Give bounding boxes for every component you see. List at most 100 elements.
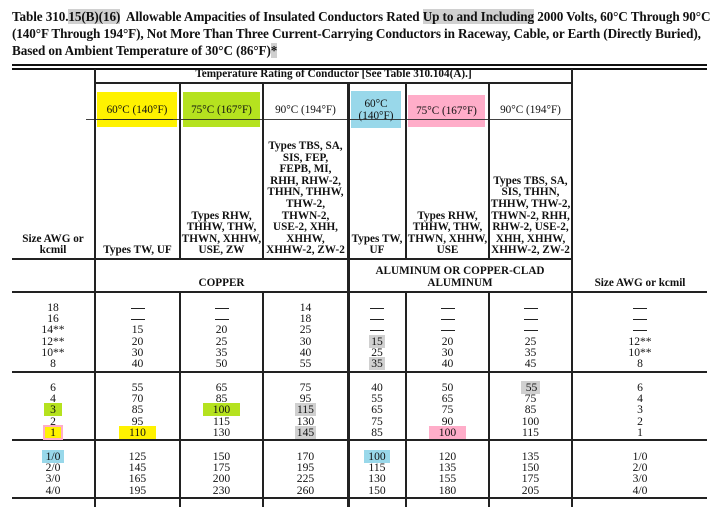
col-divider: [179, 291, 181, 507]
cell: 90: [441, 414, 454, 428]
cell-text: 35: [369, 356, 385, 370]
row-divider: [94, 82, 573, 84]
cell-text: 15: [369, 334, 385, 348]
g2-cu90: 75 95 115 130 145: [264, 381, 347, 439]
cell: 150: [212, 450, 231, 463]
cell: 25: [215, 334, 228, 348]
cell: 1: [12, 424, 94, 440]
cell: [490, 302, 571, 313]
type-line: THWN-2, RHH,: [491, 209, 570, 222]
g1-size: 18 16 14** 12** 10** 8: [12, 301, 94, 370]
cell: 130: [296, 414, 315, 428]
cell: 75: [371, 414, 383, 428]
cell: 4: [637, 392, 643, 406]
cell: 55: [131, 381, 144, 394]
size-header-right: Size AWG or kcmil: [594, 277, 686, 289]
cell: 100: [349, 450, 405, 463]
temp-label: 60°C: [364, 97, 388, 110]
cell: 115: [264, 403, 347, 417]
row-divider: [12, 439, 707, 441]
cell: 25: [371, 345, 383, 359]
cell: 75: [299, 381, 312, 394]
type-line: USE, ZW: [198, 244, 245, 257]
type-line: Types RHW,: [191, 209, 252, 222]
type-line: Types RHW,: [417, 209, 478, 222]
cell: 205: [521, 483, 540, 497]
cell: [96, 302, 179, 313]
cell: 20: [215, 323, 228, 337]
title-highlight-up-to: Up to and Including: [422, 9, 535, 24]
types-cu-60: Types TW, UF: [96, 128, 179, 257]
cell: 1/0: [12, 450, 94, 463]
aluminum-header: ALUMINUM OR COPPER-CLAD ALUMINUM: [349, 265, 571, 289]
g3-cu60: 125 145 165 195: [96, 451, 179, 496]
cell: 12**: [12, 335, 94, 347]
type-line: Types TW,: [351, 232, 403, 245]
row-divider: [12, 291, 707, 293]
cell: [96, 313, 179, 324]
cell: [407, 302, 488, 313]
cell: 100: [521, 414, 540, 428]
g1-al75: 20 30 40: [407, 302, 488, 369]
cell: 130: [212, 425, 231, 439]
cell: 165: [128, 472, 147, 486]
cell-text: 100: [428, 425, 467, 439]
cell: 65: [441, 392, 454, 406]
cell: 65: [371, 403, 383, 417]
type-line: THHW, THW,: [186, 221, 257, 234]
g2-size: 6 4 3 2 1: [12, 381, 94, 440]
cell: 120: [438, 450, 457, 463]
cell-text: 100: [202, 403, 241, 417]
temp-60c-copper: 60°C (140°F): [97, 92, 177, 127]
cell: 35: [349, 356, 405, 370]
g3-cu75: 150 175 200 230: [181, 451, 262, 496]
cell: 150: [521, 461, 540, 475]
type-line: THWN, XHHW,: [407, 232, 488, 245]
row-divider: [12, 258, 573, 260]
cell: 2/0: [45, 461, 61, 475]
temp-label: 60°C (140°F): [106, 103, 168, 116]
cell: [490, 313, 571, 324]
top-rule-1: [12, 64, 707, 66]
cell: 195: [128, 483, 147, 497]
cell: 3: [637, 403, 643, 417]
g1-cu75: 20 25 35 50: [181, 302, 262, 369]
g1-cu90: 14 18 25 30 40 55: [264, 302, 347, 370]
temp-label: 90°C (194°F): [275, 103, 336, 116]
table-number-highlight: 15(B)(16): [68, 9, 121, 24]
cell: 260: [296, 483, 315, 497]
cell: 55: [371, 392, 383, 406]
cell: 3/0: [45, 472, 61, 486]
cell: 50: [215, 356, 228, 370]
cell: 180: [438, 483, 457, 497]
cell: 6: [50, 381, 56, 394]
types-al-90: Types TBS, SA, SIS, THHN, THHW, THW-2, T…: [490, 128, 571, 257]
type-line: UF: [369, 244, 385, 257]
cell: 195: [296, 461, 315, 475]
cell: 135: [521, 450, 540, 463]
table-title: Table 310.15(B)(16) Allowable Ampacities…: [12, 8, 712, 59]
cell: 55: [299, 356, 312, 370]
cell: 10**: [628, 345, 652, 359]
cell: [573, 302, 707, 313]
cell: 4/0: [45, 483, 61, 497]
type-line: Types TW, UF: [103, 244, 172, 257]
cell: 145: [128, 461, 147, 475]
cell: 145: [264, 425, 347, 439]
types-cu-90: Types TBS, SA, SIS, FEP, FEPB, MI, RHH, …: [264, 128, 347, 257]
type-line: XHHW-2, ZW-2: [491, 244, 570, 257]
g3-size: 1/0 2/0 3/0 4/0: [12, 450, 94, 497]
type-line: THHW, THW-2,: [490, 198, 571, 211]
size-label: Size AWG or: [22, 232, 84, 245]
col-divider: [405, 291, 407, 507]
cell-text: 1: [43, 424, 63, 440]
cell: 18: [47, 301, 59, 314]
g3-al90: 135 150 175 205: [490, 451, 571, 496]
col-divider: [488, 83, 490, 258]
title-part2: 2000 Volts, 60°C Through 90°C (140°F Thr…: [12, 9, 711, 58]
g1-al60: 15 25 35: [349, 302, 405, 370]
cell: [573, 313, 707, 324]
col-divider: [571, 69, 573, 507]
cell: 230: [212, 483, 231, 497]
cell: 4/0: [632, 483, 648, 497]
